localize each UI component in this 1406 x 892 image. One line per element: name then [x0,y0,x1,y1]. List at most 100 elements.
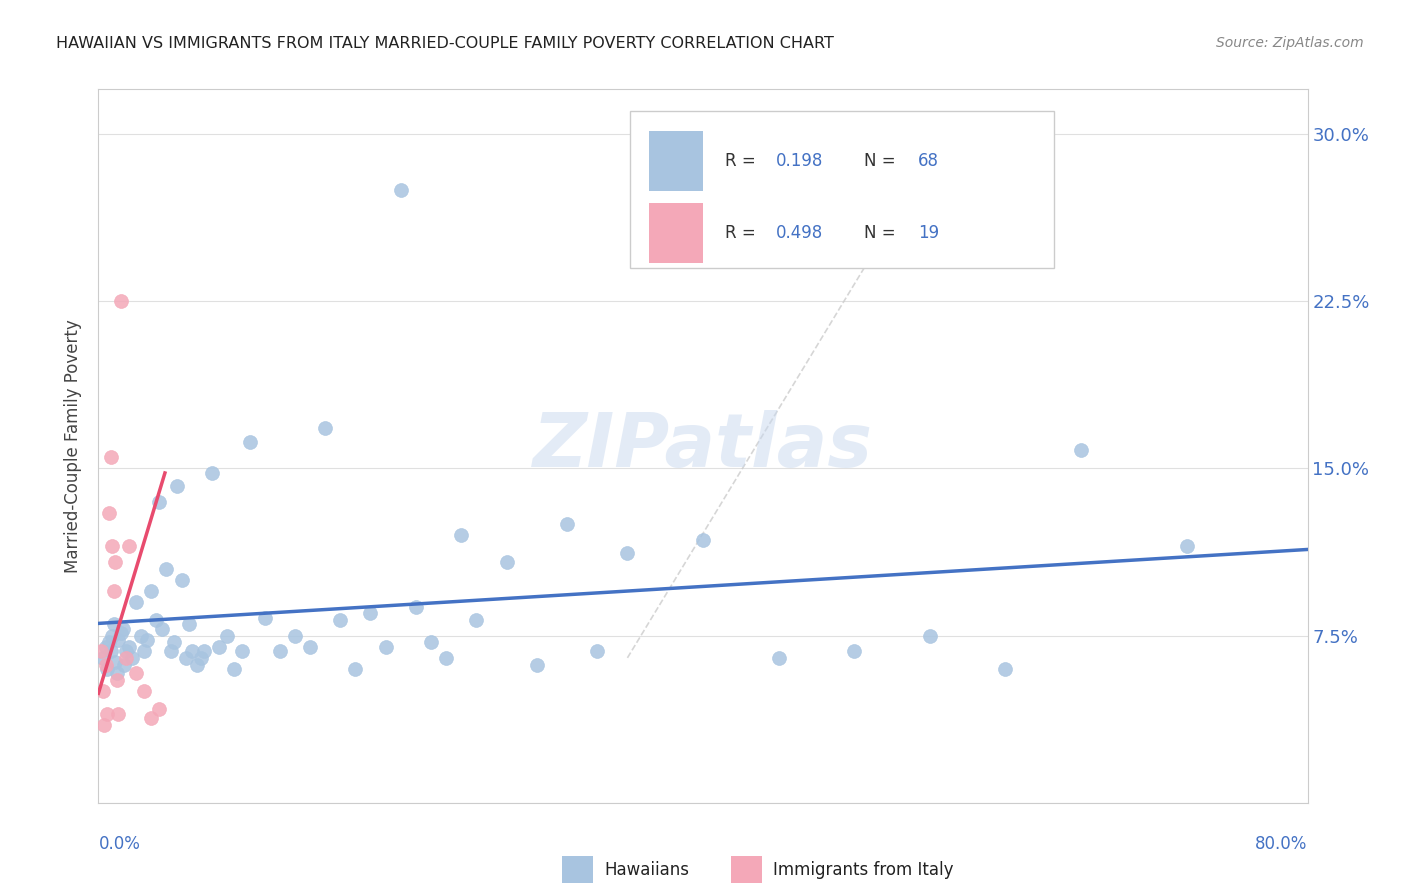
Point [100,450,122,465]
Text: Hawaiians: Hawaiians [605,861,689,879]
Point [918,628,941,642]
Point [148,702,170,716]
Point [434,651,457,665]
Point [110,626,132,640]
Point [166,479,188,493]
Point [118,640,141,654]
Point [125,595,148,609]
FancyBboxPatch shape [648,202,703,263]
Point [360,607,382,621]
Point [1070,443,1092,458]
Point [96,706,118,721]
Text: R =: R = [724,152,761,169]
Point [160,644,183,658]
Point [91,684,114,698]
Point [94,657,117,672]
Text: N =: N = [863,224,901,242]
Point [190,651,212,665]
Point [299,640,322,654]
Point [253,610,276,624]
Point [181,644,204,658]
Point [269,644,291,658]
Point [104,555,127,569]
Text: N =: N = [863,152,901,169]
Point [100,644,122,658]
Point [419,635,441,649]
Text: Immigrants from Italy: Immigrants from Italy [773,861,953,879]
Point [616,546,638,560]
Point [101,628,124,642]
Point [186,657,208,672]
Point [129,628,152,642]
Point [105,666,128,681]
FancyBboxPatch shape [648,130,703,191]
Point [141,583,163,598]
Point [150,622,173,636]
Text: Source: ZipAtlas.com: Source: ZipAtlas.com [1216,36,1364,50]
Point [844,644,866,658]
Point [239,434,262,449]
Text: HAWAIIAN VS IMMIGRANTS FROM ITALY MARRIED-COUPLE FAMILY POVERTY CORRELATION CHAR: HAWAIIAN VS IMMIGRANTS FROM ITALY MARRIE… [56,36,834,51]
Point [132,684,155,698]
Point [155,562,177,576]
Point [107,706,129,721]
Point [405,599,427,614]
Point [135,633,157,648]
Point [314,421,336,435]
Point [215,628,238,642]
Point [586,644,609,658]
Point [96,662,118,676]
Point [125,666,148,681]
FancyBboxPatch shape [630,111,1053,268]
Point [148,494,170,508]
Point [526,657,548,672]
Point [329,613,352,627]
Point [208,640,231,654]
Point [91,651,114,665]
Text: 0.498: 0.498 [776,224,823,242]
Point [105,673,128,687]
Point [994,662,1017,676]
Point [465,613,488,627]
Point [90,644,112,658]
Point [450,528,472,542]
Point [132,644,155,658]
Point [692,533,714,547]
Text: 0.0%: 0.0% [98,835,141,853]
Point [110,293,132,308]
Text: 68: 68 [918,152,939,169]
Text: 19: 19 [918,224,939,242]
Point [389,182,412,196]
Point [224,662,246,676]
Point [193,644,215,658]
Point [1175,539,1198,553]
Point [103,583,125,598]
Point [114,651,136,665]
Point [98,635,121,649]
Text: ZIPatlas: ZIPatlas [533,409,873,483]
Point [163,635,186,649]
Point [93,717,115,731]
Point [284,628,307,642]
Point [555,517,578,532]
Point [768,651,790,665]
Point [103,617,125,632]
Point [104,655,127,669]
Point [112,657,135,672]
Point [344,662,367,676]
Text: R =: R = [724,224,761,242]
Y-axis label: Married-Couple Family Poverty: Married-Couple Family Poverty [65,319,83,573]
Text: 0.198: 0.198 [776,152,823,169]
Text: 80.0%: 80.0% [1256,835,1308,853]
Point [177,617,201,632]
Point [141,711,163,725]
Point [121,651,143,665]
Point [174,651,197,665]
Point [231,644,253,658]
Point [107,633,129,648]
Point [145,613,167,627]
Point [170,573,193,587]
Point [98,506,121,520]
Point [114,644,136,658]
Point [495,555,517,569]
